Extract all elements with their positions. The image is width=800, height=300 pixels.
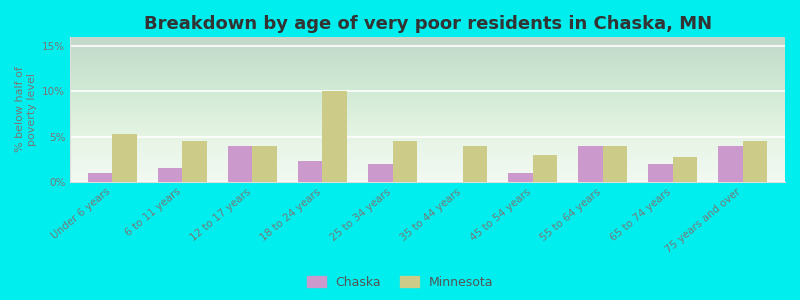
Bar (182, 141, 207, 182)
Bar (462, 146, 487, 182)
Bar (508, 172, 533, 182)
Bar (648, 164, 673, 182)
Y-axis label: % below half of
poverty level: % below half of poverty level (15, 67, 37, 152)
Legend: Chaska, Minnesota: Chaska, Minnesota (302, 271, 498, 294)
Title: Breakdown by age of very poor residents in Chaska, MN: Breakdown by age of very poor residents … (143, 15, 712, 33)
Bar (112, 134, 137, 182)
Bar (578, 146, 602, 182)
Bar (743, 141, 767, 182)
Bar (88, 172, 112, 182)
Bar (718, 146, 743, 182)
Bar (533, 154, 558, 182)
Bar (298, 161, 322, 182)
Bar (158, 168, 182, 182)
Bar (322, 92, 347, 182)
Bar (368, 164, 393, 182)
Bar (673, 157, 698, 182)
Bar (602, 146, 627, 182)
Bar (228, 146, 252, 182)
Bar (393, 141, 417, 182)
Bar (252, 146, 277, 182)
